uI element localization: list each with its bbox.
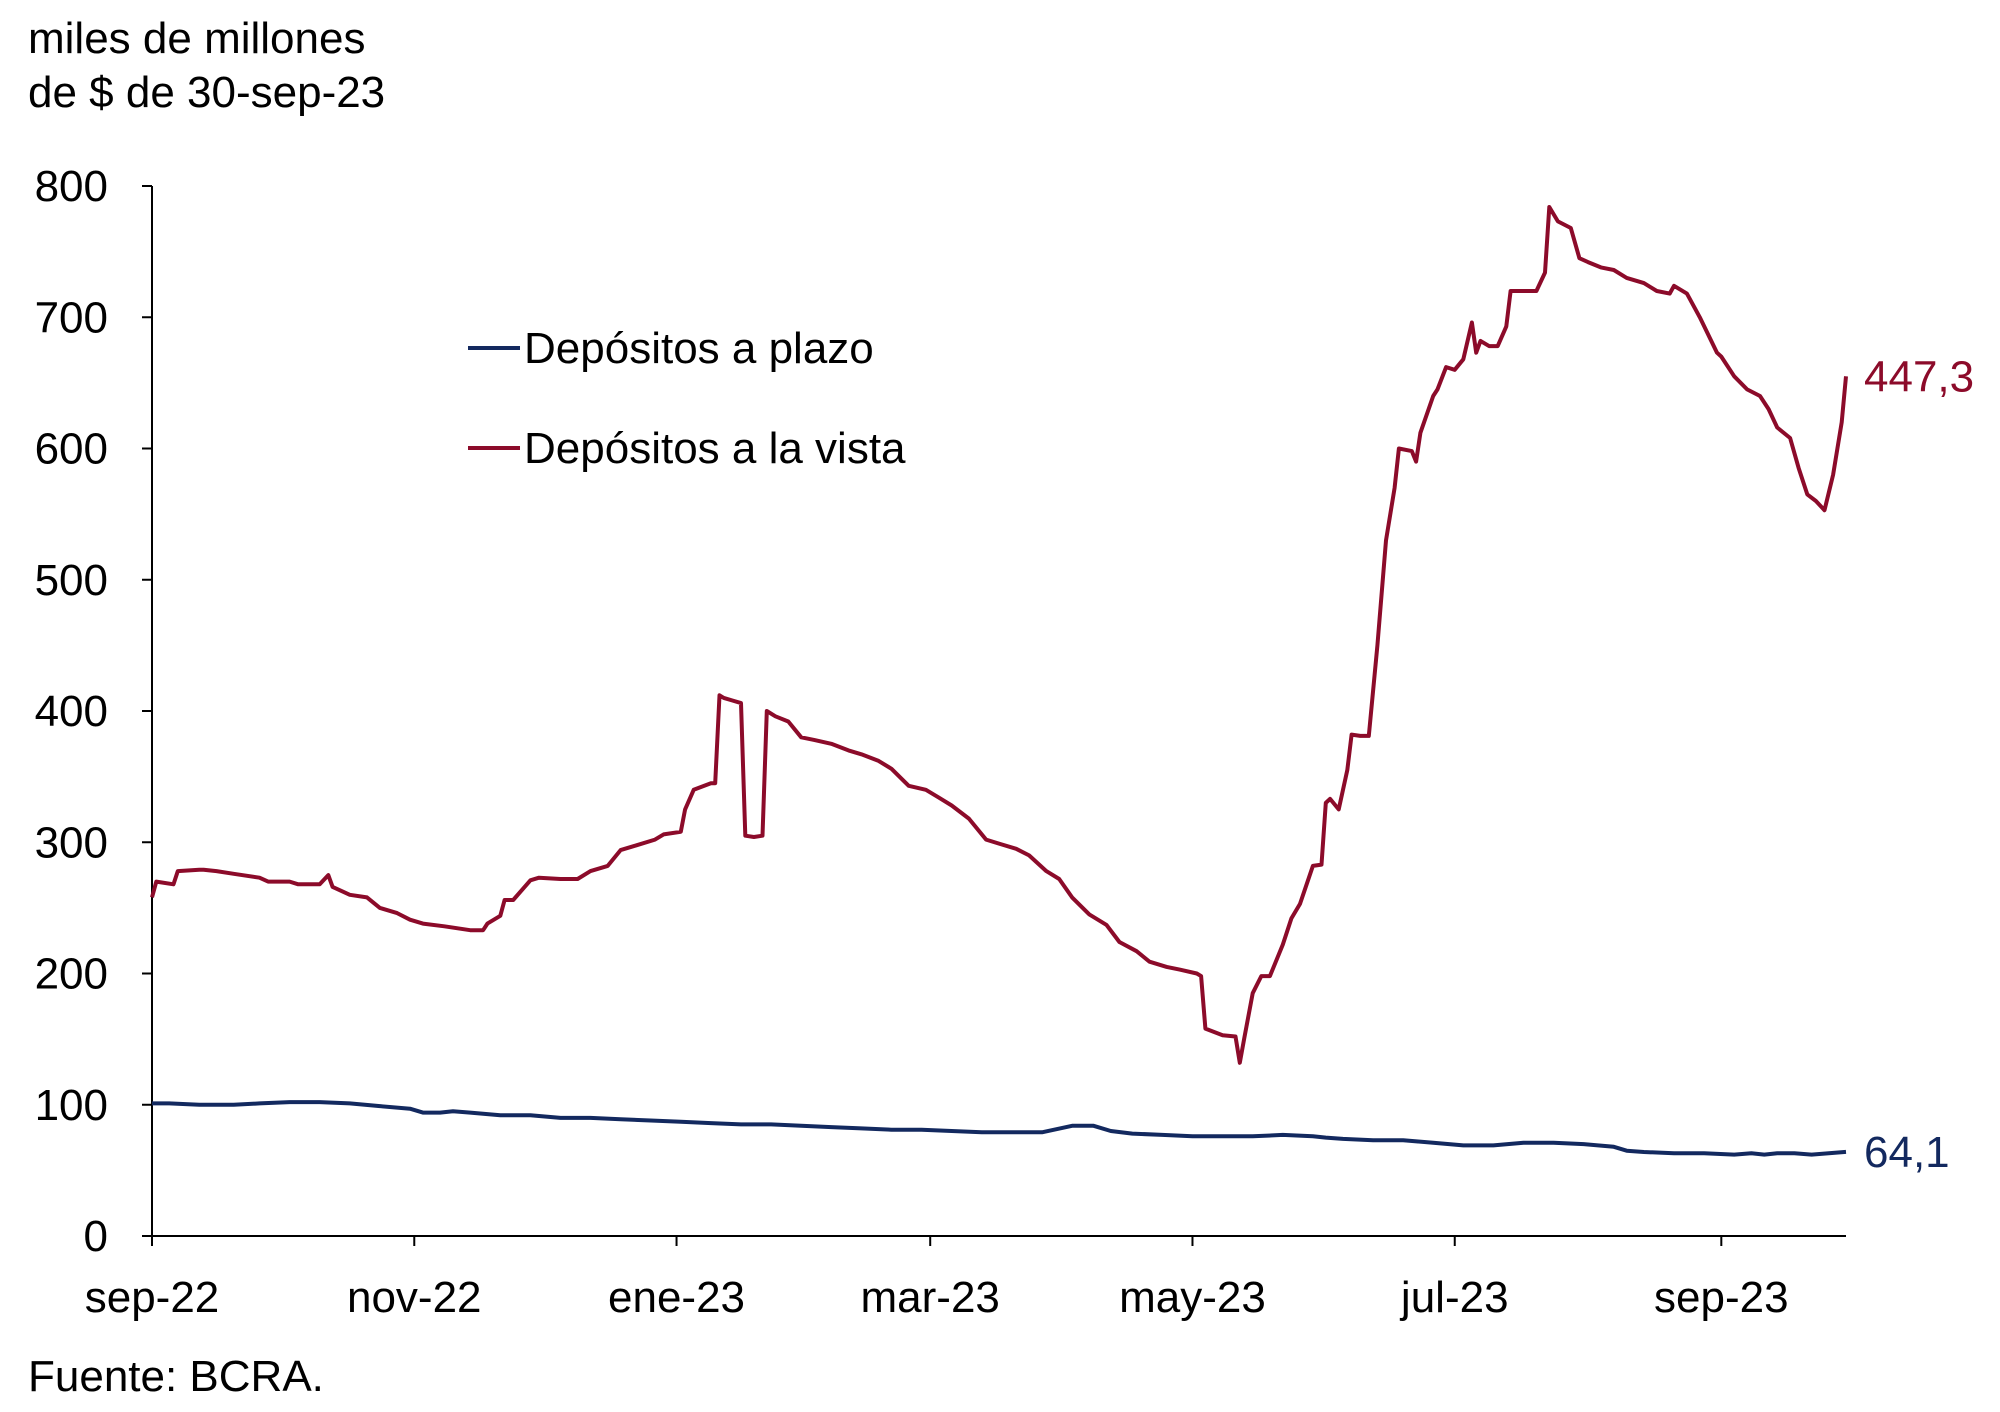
end-value-label-2: 447,3 [1864,352,1974,401]
end-value-label-1: 64,1 [1864,1128,1950,1177]
y-tick-label: 100 [35,1081,108,1130]
series-line-2 [150,205,1848,1065]
x-tick-label: ene-23 [608,1273,745,1322]
x-tick-label: mar-23 [861,1273,1000,1322]
y-tick-label: 200 [35,950,108,999]
legend-label-2: Depósitos a la vista [524,424,906,473]
legend: Depósitos a plazo Depósitos a la vista [468,324,906,473]
series-line-1 [152,1100,1847,1157]
x-tick-label: sep-22 [85,1273,220,1322]
x-tick-label: jul-23 [1399,1273,1509,1322]
x-tick-label: may-23 [1119,1273,1266,1322]
source-note: Fuente: BCRA. [28,1352,324,1401]
y-tick-label: 700 [35,293,108,342]
y-tick-label: 500 [35,556,108,605]
y-axis-unit-label: miles de millones de $ de 30-sep-23 [28,12,385,120]
y-tick-label: 600 [35,425,108,474]
series-group [150,205,1848,1157]
x-tick-label: nov-22 [347,1273,482,1322]
y-tick-label: 800 [35,162,108,211]
y-tick-label: 400 [35,687,108,736]
x-tick-label: sep-23 [1654,1273,1789,1322]
y-tick-label: 300 [35,818,108,867]
end-labels: 64,1 447,3 [1864,352,1974,1177]
unit-label-line-2: de $ de 30-sep-23 [28,68,386,117]
legend-label-1: Depósitos a plazo [524,324,874,373]
axes: 0 100 200 300 400 500 600 700 800 sep-22 nov-22 ene… [35,162,1846,1322]
unit-label-line-1: miles de millones [28,14,366,63]
y-tick-label: 0 [84,1212,108,1261]
